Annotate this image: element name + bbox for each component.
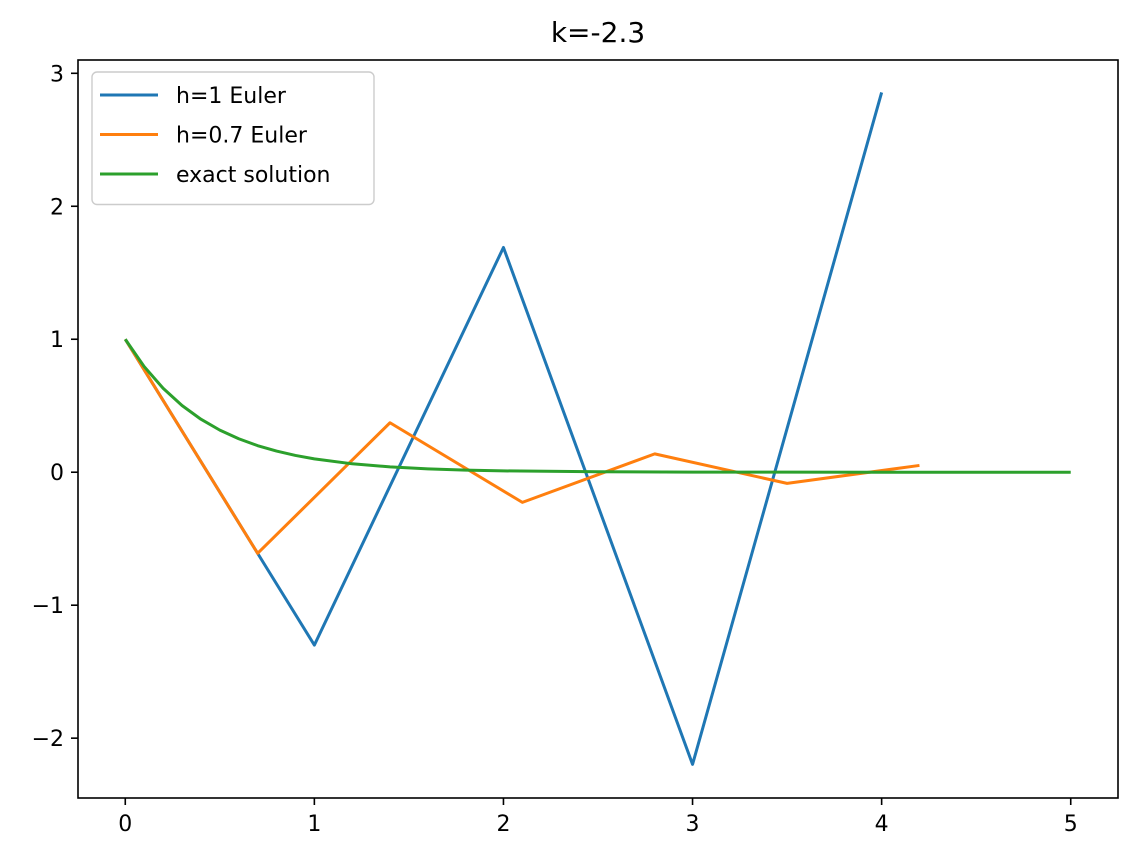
x-tick-label: 5 (1064, 812, 1078, 837)
legend-label-1: h=1 Euler (176, 84, 287, 109)
series-layer (123, 92, 1071, 766)
x-tick-label: 0 (118, 812, 132, 837)
x-tick-label: 2 (496, 812, 510, 837)
axes-layer: 0 1 2 3 4 5 −2 −1 0 1 2 3 (32, 59, 1119, 837)
series-line-2 (123, 338, 920, 555)
legend: h=1 Euler h=0.7 Euler exact solution (91, 71, 375, 206)
legend-label-3: exact solution (176, 163, 330, 188)
legend-box (91, 71, 375, 206)
y-tick-label: 3 (50, 62, 64, 87)
x-tick-label: 3 (686, 812, 700, 837)
series-line-3 (124, 338, 1071, 474)
y-tick-label: −1 (32, 594, 64, 619)
chart-title: k=-2.3 (551, 16, 645, 49)
y-tick-label: 0 (50, 461, 64, 486)
x-tick-label: 4 (875, 812, 889, 837)
axes-frame (77, 59, 1119, 799)
y-tick-label: 1 (50, 328, 64, 353)
x-tick-label: 1 (307, 812, 321, 837)
y-tick-label: 2 (50, 195, 64, 220)
legend-label-2: h=0.7 Euler (176, 124, 308, 149)
y-tick-label: −2 (32, 727, 64, 752)
